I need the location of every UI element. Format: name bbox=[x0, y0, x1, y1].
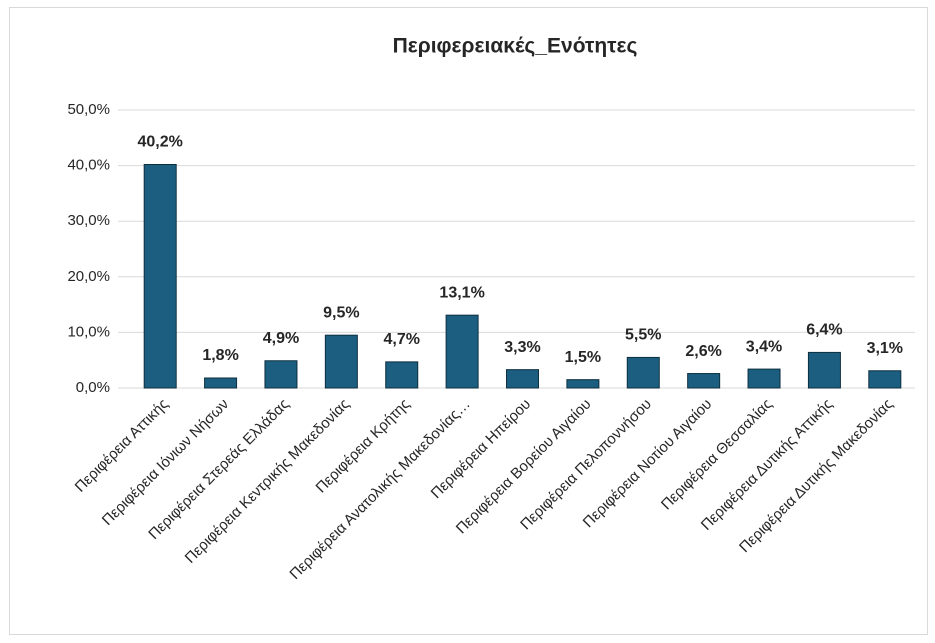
y-tick-label: 50,0% bbox=[67, 101, 110, 118]
bar bbox=[868, 370, 902, 389]
y-tick-label: 20,0% bbox=[67, 268, 110, 285]
bar bbox=[687, 373, 721, 389]
y-tick-label: 40,0% bbox=[67, 157, 110, 174]
bar bbox=[264, 360, 298, 389]
bar bbox=[807, 351, 841, 389]
data-label: 6,4% bbox=[806, 322, 842, 339]
bar bbox=[385, 361, 419, 389]
data-label: 1,5% bbox=[565, 349, 601, 366]
bar bbox=[143, 163, 177, 389]
data-label: 1,8% bbox=[202, 347, 238, 364]
data-label: 5,5% bbox=[625, 327, 661, 344]
bar bbox=[747, 368, 781, 389]
data-label: 9,5% bbox=[323, 304, 359, 321]
bar bbox=[566, 379, 600, 389]
data-label: 13,1% bbox=[439, 284, 484, 301]
bar bbox=[506, 369, 539, 389]
bar bbox=[324, 334, 358, 389]
data-label: 3,3% bbox=[504, 339, 540, 356]
bar bbox=[626, 356, 660, 389]
data-label: 2,6% bbox=[685, 343, 721, 360]
data-label: 3,4% bbox=[746, 338, 782, 355]
y-tick-label: 10,0% bbox=[67, 323, 110, 340]
bar bbox=[204, 377, 238, 389]
y-tick-label: 30,0% bbox=[67, 212, 110, 229]
data-label: 40,2% bbox=[138, 134, 183, 151]
data-label: 4,7% bbox=[383, 331, 419, 348]
data-label: 3,1% bbox=[867, 340, 903, 357]
y-tick-label: 0,0% bbox=[76, 379, 110, 396]
chart-title: Περιφερειακές_Ενότητες bbox=[393, 35, 638, 58]
data-label: 4,9% bbox=[263, 330, 299, 347]
bar bbox=[445, 314, 479, 389]
